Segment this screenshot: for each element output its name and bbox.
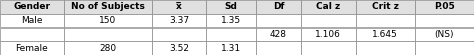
- Bar: [206, 28, 256, 41]
- Bar: [64, 41, 152, 55]
- Bar: [64, 0, 152, 14]
- Bar: [415, 28, 474, 41]
- Text: Male: Male: [21, 16, 43, 25]
- Bar: [0, 0, 64, 14]
- Text: x̅: x̅: [176, 2, 182, 11]
- Text: 3.52: 3.52: [169, 44, 189, 53]
- Text: Gender: Gender: [13, 2, 51, 11]
- Text: P.05: P.05: [434, 2, 455, 11]
- Bar: [301, 14, 356, 28]
- Bar: [64, 14, 152, 28]
- Text: Cal z: Cal z: [316, 2, 340, 11]
- Text: 150: 150: [99, 16, 117, 25]
- Bar: [356, 28, 415, 41]
- Bar: [301, 28, 356, 41]
- Text: 428: 428: [270, 30, 287, 39]
- Bar: [206, 41, 256, 55]
- Text: 3.37: 3.37: [169, 16, 189, 25]
- Text: Female: Female: [16, 44, 48, 53]
- Bar: [0, 14, 64, 28]
- Bar: [0, 41, 64, 55]
- Bar: [356, 0, 415, 14]
- Bar: [152, 41, 206, 55]
- Text: No of Subjects: No of Subjects: [71, 2, 145, 11]
- Bar: [64, 28, 152, 41]
- Bar: [206, 14, 256, 28]
- Bar: [152, 14, 206, 28]
- Bar: [415, 41, 474, 55]
- Bar: [415, 14, 474, 28]
- Bar: [0, 28, 64, 41]
- Bar: [301, 41, 356, 55]
- Bar: [152, 28, 206, 41]
- Text: 1.35: 1.35: [221, 16, 241, 25]
- Text: 280: 280: [99, 44, 117, 53]
- Bar: [256, 14, 301, 28]
- Bar: [356, 41, 415, 55]
- Text: 1.31: 1.31: [221, 44, 241, 53]
- Text: 1.106: 1.106: [315, 30, 341, 39]
- Bar: [152, 0, 206, 14]
- Text: 1.645: 1.645: [372, 30, 398, 39]
- Bar: [256, 0, 301, 14]
- Text: (NS): (NS): [435, 30, 454, 39]
- Text: Sd: Sd: [225, 2, 237, 11]
- Bar: [206, 0, 256, 14]
- Bar: [356, 14, 415, 28]
- Bar: [415, 0, 474, 14]
- Text: Df: Df: [273, 2, 284, 11]
- Bar: [256, 41, 301, 55]
- Text: Crit z: Crit z: [372, 2, 399, 11]
- Bar: [301, 0, 356, 14]
- Bar: [256, 28, 301, 41]
